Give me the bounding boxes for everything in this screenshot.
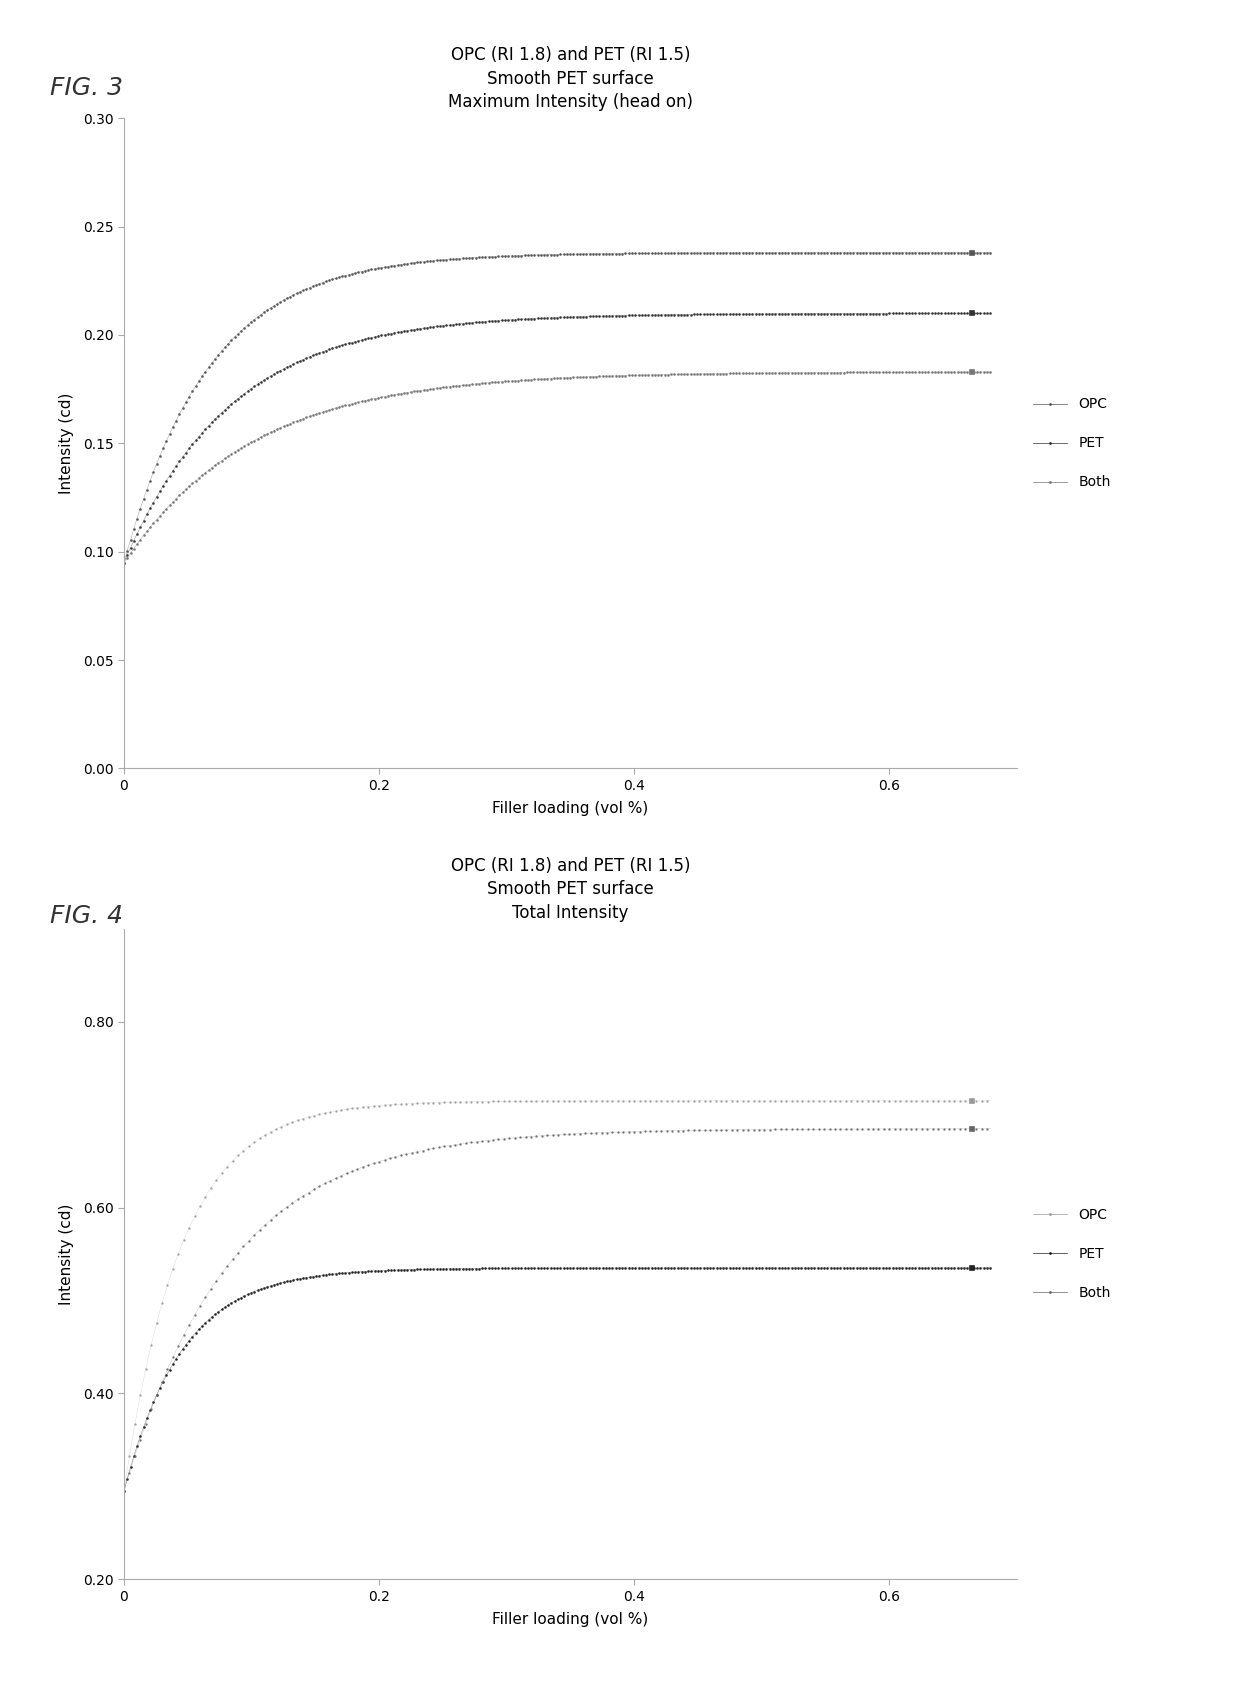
Title: OPC (RI 1.8) and PET (RI 1.5)
Smooth PET surface
Total Intensity: OPC (RI 1.8) and PET (RI 1.5) Smooth PET… — [450, 856, 691, 922]
Title: OPC (RI 1.8) and PET (RI 1.5)
Smooth PET surface
Maximum Intensity (head on): OPC (RI 1.8) and PET (RI 1.5) Smooth PET… — [448, 46, 693, 111]
Y-axis label: Intensity (cd): Intensity (cd) — [60, 392, 74, 495]
Text: FIG. 3: FIG. 3 — [50, 76, 123, 100]
Legend: OPC, PET, Both: OPC, PET, Both — [1033, 397, 1111, 490]
X-axis label: Filler loading (vol %): Filler loading (vol %) — [492, 801, 649, 816]
Y-axis label: Intensity (cd): Intensity (cd) — [60, 1203, 74, 1306]
X-axis label: Filler loading (vol %): Filler loading (vol %) — [492, 1611, 649, 1627]
Text: FIG. 4: FIG. 4 — [50, 904, 123, 927]
Legend: OPC, PET, Both: OPC, PET, Both — [1033, 1208, 1111, 1301]
